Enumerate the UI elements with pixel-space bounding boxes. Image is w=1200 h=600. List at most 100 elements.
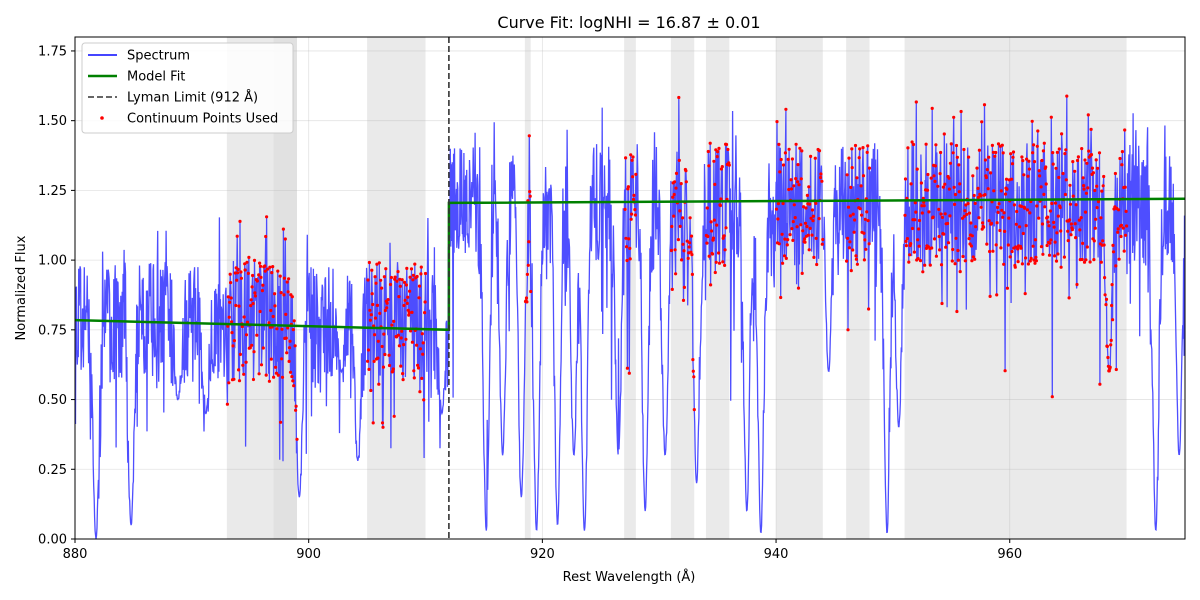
continuum-point-150 xyxy=(376,356,380,360)
continuum-point-491 xyxy=(865,150,869,154)
continuum-point-459 xyxy=(848,214,853,218)
continuum-point-27 xyxy=(239,270,243,274)
continuum-point-284 xyxy=(672,192,676,197)
continuum-point-273 xyxy=(632,193,636,197)
continuum-point-821 xyxy=(1074,203,1078,207)
continuum-point-745 xyxy=(1035,144,1039,148)
continuum-point-496 xyxy=(867,166,872,170)
continuum-point-280 xyxy=(670,287,674,291)
continuum-point-598 xyxy=(958,182,962,186)
continuum-point-582 xyxy=(950,259,954,263)
continuum-point-215 xyxy=(410,340,414,344)
continuum-point-830 xyxy=(1080,257,1084,262)
continuum-point-698 xyxy=(1011,150,1016,154)
continuum-point-339 xyxy=(713,270,717,275)
continuum-point-599 xyxy=(958,270,962,274)
continuum-point-492 xyxy=(866,144,870,148)
continuum-point-523 xyxy=(917,244,921,248)
continuum-point-229 xyxy=(417,284,422,288)
continuum-point-452 xyxy=(845,173,849,177)
continuum-point-888 xyxy=(1109,338,1113,342)
continuum-point-794 xyxy=(1059,265,1063,269)
continuum-point-611 xyxy=(966,202,970,206)
continuum-point-370 xyxy=(776,217,780,221)
continuum-point-543 xyxy=(928,263,932,267)
continuum-point-381 xyxy=(782,254,787,258)
continuum-point-396 xyxy=(790,157,795,161)
continuum-point-740 xyxy=(1033,261,1037,265)
continuum-point-654 xyxy=(989,171,993,175)
continuum-point-212 xyxy=(409,329,413,333)
continuum-point-881 xyxy=(1106,355,1110,360)
continuum-point-133 xyxy=(368,308,372,312)
continuum-point-453 xyxy=(846,236,850,240)
continuum-point-132 xyxy=(367,260,371,265)
continuum-point-447 xyxy=(819,172,823,176)
continuum-point-51 xyxy=(251,377,256,382)
continuum-point-428 xyxy=(808,202,812,206)
continuum-point-367 xyxy=(774,207,779,211)
continuum-point-39 xyxy=(245,320,250,324)
continuum-point-249 xyxy=(527,240,531,244)
continuum-point-884 xyxy=(1107,369,1111,373)
continuum-point-471 xyxy=(854,257,859,261)
continuum-point-622 xyxy=(971,255,975,259)
continuum-point-917 xyxy=(1124,233,1128,237)
continuum-point-902 xyxy=(1117,208,1121,212)
continuum-point-66 xyxy=(260,289,264,293)
continuum-point-35 xyxy=(243,268,247,272)
continuum-point-604 xyxy=(962,147,966,152)
continuum-point-485 xyxy=(862,258,867,262)
plot-area: 880 900 920 940 960 0.00 0.25 0.50 0.75 1.00 1.25 1… xyxy=(38,36,1186,562)
continuum-point-197 xyxy=(401,378,405,382)
continuum-point-590 xyxy=(954,236,958,240)
continuum-point-151 xyxy=(376,339,380,343)
continuum-point-470 xyxy=(854,254,858,258)
continuum-point-602 xyxy=(960,216,965,220)
continuum-point-753 xyxy=(1040,158,1044,163)
continuum-point-440 xyxy=(814,236,818,240)
continuum-point-270 xyxy=(631,175,635,179)
continuum-point-429 xyxy=(808,226,812,230)
continuum-point-887 xyxy=(1109,343,1113,347)
continuum-point-169 xyxy=(385,301,389,305)
continuum-point-420 xyxy=(804,206,808,210)
continuum-point-350 xyxy=(719,197,723,201)
continuum-point-124 xyxy=(293,344,297,348)
continuum-point-840 xyxy=(1085,161,1089,165)
continuum-point-606 xyxy=(963,209,967,213)
continuum-point-198 xyxy=(402,343,406,347)
continuum-point-128 xyxy=(366,359,370,363)
continuum-point-535 xyxy=(924,142,928,146)
continuum-point-667 xyxy=(996,205,1000,209)
continuum-point-842 xyxy=(1086,186,1090,190)
continuum-point-131 xyxy=(367,367,371,371)
continuum-point-64 xyxy=(259,275,263,279)
legend: Spectrum Model Fit Lyman Limit (912 Å) Cont… xyxy=(81,42,294,134)
continuum-point-100 xyxy=(281,227,285,231)
continuum-point-789 xyxy=(1057,175,1061,180)
continuum-point-574 xyxy=(946,221,950,226)
continuum-point-285 xyxy=(673,180,677,184)
continuum-point-525 xyxy=(918,259,923,263)
continuum-point-89 xyxy=(273,365,278,369)
continuum-point-514 xyxy=(913,218,917,222)
continuum-point-319 xyxy=(692,375,696,379)
continuum-point-569 xyxy=(942,132,946,136)
continuum-point-123 xyxy=(292,319,296,323)
continuum-point-310 xyxy=(687,245,691,249)
continuum-point-717 xyxy=(1021,231,1025,236)
continuum-point-331 xyxy=(710,229,714,233)
continuum-point-317 xyxy=(691,358,695,362)
continuum-point-517 xyxy=(914,100,918,104)
continuum-point-235 xyxy=(420,332,424,336)
continuum-point-559 xyxy=(938,248,942,252)
continuum-point-541 xyxy=(927,210,931,214)
continuum-point-48 xyxy=(250,285,254,289)
continuum-point-250 xyxy=(527,134,531,138)
continuum-point-59 xyxy=(257,273,261,277)
continuum-point-532 xyxy=(922,204,926,208)
continuum-point-98 xyxy=(280,327,284,331)
continuum-point-275 xyxy=(633,208,637,212)
continuum-point-234 xyxy=(420,376,424,380)
